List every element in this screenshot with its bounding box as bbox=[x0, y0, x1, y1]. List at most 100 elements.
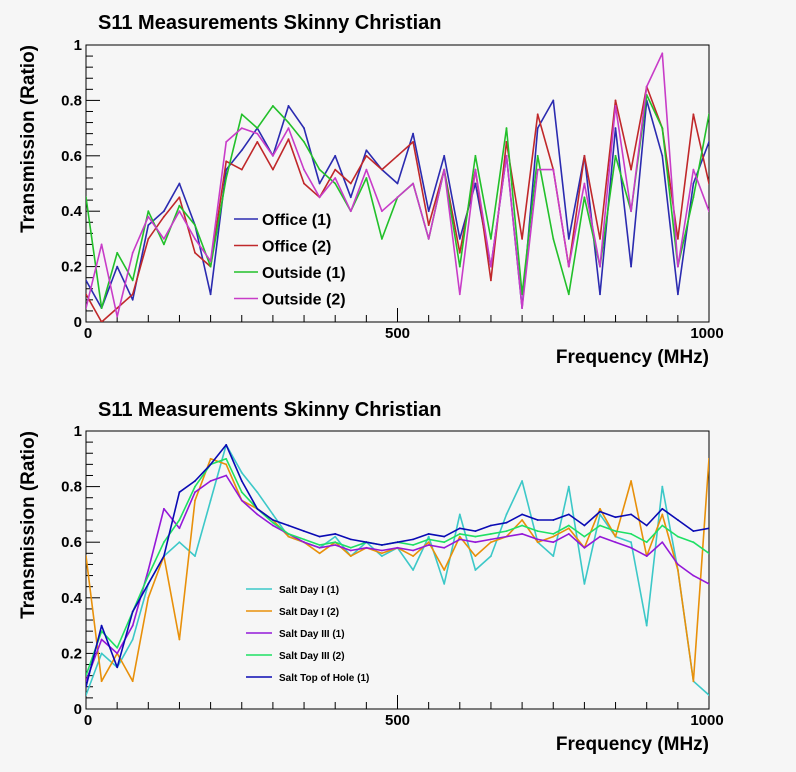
data-point bbox=[303, 168, 305, 171]
legend-label: Salt Day I (1) bbox=[279, 585, 339, 596]
data-point bbox=[677, 563, 679, 566]
data-point bbox=[209, 293, 212, 296]
data-point bbox=[474, 168, 477, 171]
data-point bbox=[225, 444, 228, 446]
data-point bbox=[194, 480, 196, 482]
data-point bbox=[708, 113, 709, 116]
y-tick-label: 0 bbox=[74, 314, 82, 331]
data-point bbox=[86, 279, 87, 282]
data-point bbox=[86, 674, 87, 677]
data-point bbox=[147, 215, 150, 218]
data-point bbox=[583, 524, 586, 527]
data-point bbox=[147, 238, 150, 240]
data-point bbox=[396, 182, 399, 185]
data-point bbox=[645, 555, 648, 557]
data-point bbox=[630, 546, 632, 549]
data-point bbox=[583, 546, 586, 549]
data-point bbox=[147, 596, 150, 599]
data-point bbox=[443, 541, 446, 544]
x-tick-label: 1000 bbox=[690, 325, 723, 342]
data-point bbox=[334, 177, 337, 179]
data-point bbox=[614, 99, 617, 102]
data-point bbox=[240, 499, 243, 502]
data-point bbox=[412, 544, 414, 546]
data-point bbox=[318, 168, 321, 171]
x-tick-label: 0 bbox=[84, 325, 92, 342]
data-point bbox=[567, 533, 570, 535]
data-point bbox=[645, 524, 648, 527]
data-point bbox=[427, 224, 430, 227]
data-point bbox=[349, 538, 352, 541]
legend-label: Outside (1) bbox=[262, 265, 346, 282]
data-point bbox=[708, 141, 709, 143]
data-point bbox=[552, 99, 555, 102]
data-point bbox=[427, 533, 430, 535]
data-point bbox=[677, 519, 679, 521]
data-point bbox=[552, 541, 555, 544]
series-line-3 bbox=[86, 94, 709, 309]
data-point bbox=[116, 646, 119, 649]
data-point bbox=[334, 182, 337, 185]
data-point bbox=[412, 549, 414, 552]
data-point bbox=[708, 527, 709, 530]
data-point bbox=[303, 141, 305, 143]
y-tick-label: 0.2 bbox=[61, 259, 82, 276]
data-point bbox=[318, 182, 321, 185]
chart-panel-1: S11 Measurements Skinny Christian 0 0.2 0.4… bbox=[18, 12, 724, 368]
legend-label: Office (1) bbox=[262, 212, 331, 229]
data-point bbox=[412, 538, 414, 541]
data-point bbox=[225, 457, 228, 460]
data-point bbox=[334, 533, 337, 535]
data-point bbox=[661, 127, 664, 129]
data-point bbox=[630, 533, 632, 535]
data-point bbox=[505, 127, 508, 129]
data-point bbox=[349, 549, 352, 552]
chart-title: S11 Measurements Skinny Christian bbox=[98, 12, 441, 34]
data-point bbox=[334, 154, 337, 157]
data-point bbox=[474, 541, 477, 544]
legend: Salt Day I (1) Salt Day I (2) Salt Day III… bbox=[246, 585, 369, 684]
data-point bbox=[147, 210, 150, 213]
y-tick-label: 1 bbox=[74, 37, 82, 54]
data-point bbox=[365, 546, 368, 549]
data-point bbox=[318, 196, 321, 199]
data-point bbox=[147, 574, 150, 577]
data-point bbox=[567, 527, 570, 530]
series-line-1 bbox=[86, 444, 709, 696]
data-point bbox=[567, 524, 570, 527]
data-point bbox=[225, 177, 228, 179]
data-point bbox=[708, 552, 709, 555]
data-point bbox=[661, 541, 664, 544]
data-point bbox=[692, 530, 695, 532]
data-point bbox=[256, 141, 259, 143]
x-axis-label: Frequency (MHz) bbox=[556, 347, 709, 368]
data-point bbox=[645, 85, 648, 88]
data-point bbox=[116, 315, 119, 318]
data-point bbox=[147, 224, 150, 227]
legend-label: Salt Day III (2) bbox=[279, 651, 345, 662]
data-point bbox=[303, 182, 305, 185]
data-point bbox=[178, 527, 181, 530]
data-point bbox=[521, 519, 523, 521]
data-point bbox=[163, 238, 165, 240]
data-point bbox=[396, 196, 399, 199]
data-point bbox=[458, 238, 461, 240]
data-point bbox=[86, 555, 87, 557]
plot-frame bbox=[85, 430, 710, 710]
data-point bbox=[567, 265, 570, 268]
data-point bbox=[131, 624, 134, 627]
data-point bbox=[443, 583, 446, 585]
data-point bbox=[256, 507, 259, 510]
data-point bbox=[458, 251, 461, 254]
data-point bbox=[521, 480, 523, 482]
data-point bbox=[443, 569, 446, 571]
data-point bbox=[661, 154, 664, 157]
data-point bbox=[396, 546, 399, 549]
data-point bbox=[599, 265, 601, 268]
x-tick-label: 500 bbox=[385, 325, 410, 342]
data-point bbox=[599, 535, 601, 538]
data-point bbox=[427, 538, 430, 541]
data-point bbox=[365, 154, 368, 157]
data-point bbox=[334, 535, 337, 538]
chart-title: S11 Measurements Skinny Christian bbox=[98, 399, 441, 421]
